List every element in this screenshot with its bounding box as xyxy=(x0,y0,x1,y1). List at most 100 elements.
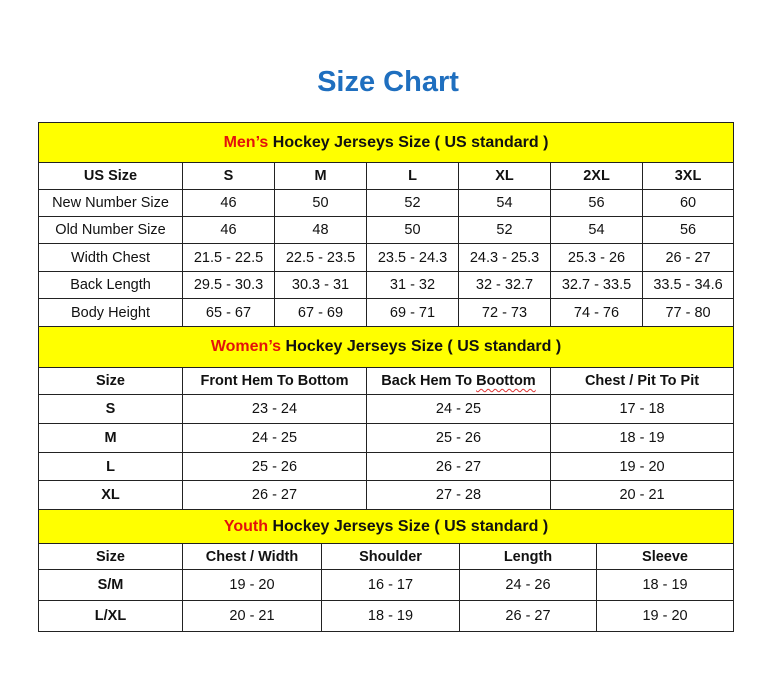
section-title-highlight: Youth xyxy=(223,517,269,535)
table-cell: 24 - 26 xyxy=(459,569,597,601)
column-header: Chest / Width xyxy=(182,543,322,570)
section-title-text: Hockey Jerseys Size ( US standard ) xyxy=(268,517,549,535)
table-row: S 23 - 24 24 - 25 17 - 18 xyxy=(38,394,735,424)
table-cell: 74 - 76 xyxy=(550,298,643,327)
table-cell: 18 - 19 xyxy=(549,423,735,453)
table-cell: 33.5 - 34.6 xyxy=(641,271,735,299)
table-cell: 20 - 21 xyxy=(549,480,735,510)
men-section-title: Men’s Hockey Jerseys Size ( US standard … xyxy=(37,122,735,163)
table-cell: 54 xyxy=(550,216,643,244)
table-cell: 65 - 67 xyxy=(182,298,275,327)
table-cell: 52 xyxy=(458,216,551,244)
column-header: M xyxy=(274,162,367,190)
youth-size-table: Youth Hockey Jerseys Size ( US standard … xyxy=(37,509,735,632)
table-cell: 26 - 27 xyxy=(182,480,367,510)
table-cell: 18 - 19 xyxy=(321,600,460,632)
column-header: US Size xyxy=(38,162,183,190)
row-label: L/XL xyxy=(38,600,183,632)
spellcheck-underline: Boottom xyxy=(476,373,536,389)
table-cell: 24 - 25 xyxy=(182,423,367,453)
table-cell: 23.5 - 24.3 xyxy=(366,243,459,272)
women-section-title: Women’s Hockey Jerseys Size ( US standar… xyxy=(37,326,735,368)
table-cell: 22.5 - 23.5 xyxy=(274,243,367,272)
column-header: Size xyxy=(38,367,183,395)
column-header: Length xyxy=(459,543,597,570)
column-header: Size xyxy=(38,543,183,570)
table-cell: 69 - 71 xyxy=(366,298,459,327)
table-cell: 31 - 32 xyxy=(366,271,459,299)
table-cell: 25.3 - 26 xyxy=(550,243,643,272)
table-row: New Number Size 46 50 52 54 56 60 xyxy=(38,189,735,217)
table-cell: 52 xyxy=(366,189,459,217)
table-cell: 29.5 - 30.3 xyxy=(182,271,275,299)
table-cell: 21.5 - 22.5 xyxy=(182,243,275,272)
row-label: S xyxy=(38,394,183,424)
table-cell: 16 - 17 xyxy=(321,569,460,601)
row-label: Old Number Size xyxy=(38,216,183,244)
section-title-text: Hockey Jerseys Size ( US standard ) xyxy=(281,338,562,355)
table-cell: 60 xyxy=(641,189,735,217)
table-cell: 48 xyxy=(274,216,367,244)
table-cell: 25 - 26 xyxy=(366,423,551,453)
row-label: L xyxy=(38,452,183,481)
table-row: S/M 19 - 20 16 - 17 24 - 26 18 - 19 xyxy=(38,569,735,601)
womens-size-table: Women’s Hockey Jerseys Size ( US standar… xyxy=(37,326,735,510)
row-label: S/M xyxy=(38,569,183,601)
table-cell: 19 - 20 xyxy=(182,569,322,601)
table-cell: 46 xyxy=(182,216,275,244)
table-cell: 56 xyxy=(641,216,735,244)
column-header: S xyxy=(182,162,275,190)
column-header: L xyxy=(366,162,459,190)
table-row: Back Length 29.5 - 30.3 30.3 - 31 31 - 32 32… xyxy=(38,271,735,299)
row-label: M xyxy=(38,423,183,453)
table-cell: 56 xyxy=(550,189,643,217)
header-row: Size Chest / Width Shoulder Length Sleeve xyxy=(38,543,735,570)
table-row: Body Height 65 - 67 67 - 69 69 - 71 72 - 73 7… xyxy=(38,298,735,327)
column-header: Sleeve xyxy=(595,543,735,570)
table-row: Width Chest 21.5 - 22.5 22.5 - 23.5 23.5 - … xyxy=(38,243,735,272)
table-row: Old Number Size 46 48 50 52 54 56 xyxy=(38,216,735,244)
column-header: XL xyxy=(458,162,551,190)
table-cell: 23 - 24 xyxy=(182,394,367,424)
column-header: 3XL xyxy=(641,162,735,190)
table-cell: 30.3 - 31 xyxy=(274,271,367,299)
column-header: Shoulder xyxy=(321,543,460,570)
table-cell: 72 - 73 xyxy=(458,298,551,327)
table-cell: 19 - 20 xyxy=(595,600,735,632)
table-cell: 25 - 26 xyxy=(182,452,367,481)
table-cell: 77 - 80 xyxy=(641,298,735,327)
table-cell: 26 - 27 xyxy=(366,452,551,481)
row-label: Body Height xyxy=(38,298,183,327)
table-cell: 24 - 25 xyxy=(366,394,551,424)
table-cell: 46 xyxy=(182,189,275,217)
table-row: L/XL 20 - 21 18 - 19 26 - 27 19 - 20 xyxy=(38,600,735,632)
column-header: Front Hem To Bottom xyxy=(182,367,367,395)
table-cell: 50 xyxy=(366,216,459,244)
section-title-highlight: Men’s xyxy=(223,133,269,151)
table-cell: 67 - 69 xyxy=(274,298,367,327)
page-title: Size Chart xyxy=(317,66,459,98)
table-cell: 18 - 19 xyxy=(595,569,735,601)
column-header: Back Hem To Boottom xyxy=(366,367,551,395)
table-cell: 24.3 - 25.3 xyxy=(458,243,551,272)
table-cell: 32.7 - 33.5 xyxy=(550,271,643,299)
table-row: XL 26 - 27 27 - 28 20 - 21 xyxy=(38,480,735,510)
table-cell: 19 - 20 xyxy=(549,452,735,481)
table-cell: 54 xyxy=(458,189,551,217)
table-cell: 26 - 27 xyxy=(641,243,735,272)
table-cell: 20 - 21 xyxy=(182,600,322,632)
table-cell: 50 xyxy=(274,189,367,217)
table-row: L 25 - 26 26 - 27 19 - 20 xyxy=(38,452,735,481)
table-cell: 27 - 28 xyxy=(366,480,551,510)
row-label: Back Length xyxy=(38,271,183,299)
row-label: XL xyxy=(38,480,183,510)
mens-size-table: Men’s Hockey Jerseys Size ( US standard … xyxy=(37,122,735,327)
row-label: New Number Size xyxy=(38,189,183,217)
row-label: Width Chest xyxy=(38,243,183,272)
header-row: Size Front Hem To Bottom Back Hem To Boott… xyxy=(38,367,735,395)
table-row: M 24 - 25 25 - 26 18 - 19 xyxy=(38,423,735,453)
youth-section-title: Youth Hockey Jerseys Size ( US standard … xyxy=(37,509,735,544)
column-header-text: Back Hem To Boottom xyxy=(381,373,536,389)
header-row: US Size S M L XL 2XL 3XL xyxy=(38,162,735,190)
column-header: 2XL xyxy=(550,162,643,190)
